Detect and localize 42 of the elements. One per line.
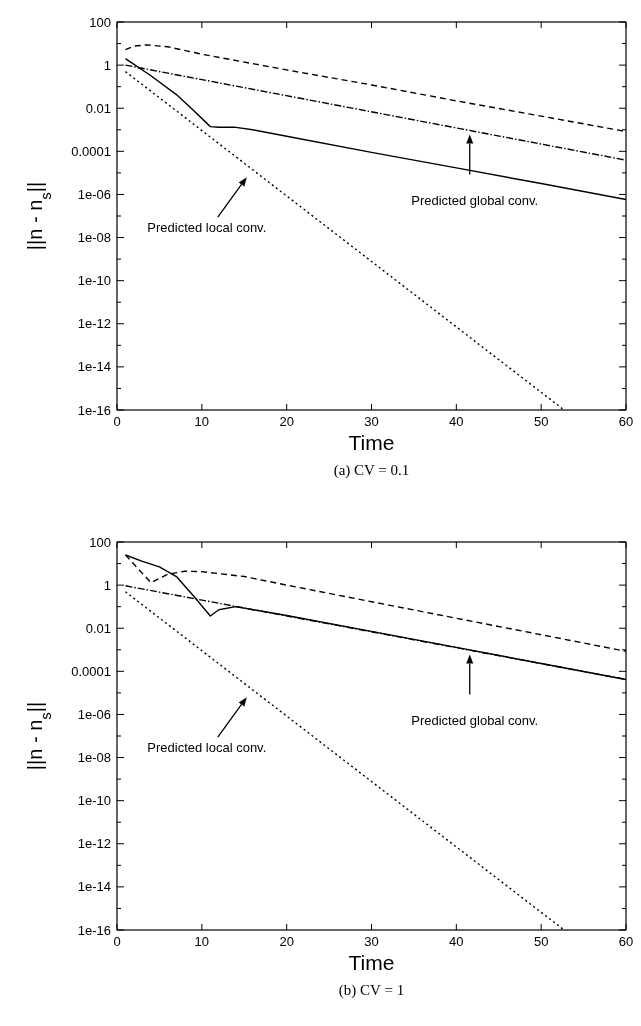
x-tick-label: 30 <box>364 414 379 429</box>
x-tick-label: 0 <box>113 414 121 429</box>
y-tick-label: 0.0001 <box>71 663 111 679</box>
y-tick-label: 1e-14 <box>77 359 111 375</box>
y-tick-label: 1e-14 <box>77 879 111 895</box>
y-tick-label: 0.0001 <box>71 143 111 159</box>
text: (b) CV = 1 <box>338 982 405 999</box>
y-tick-label: 1 <box>103 57 111 73</box>
x-tick-label: 50 <box>533 934 549 949</box>
y-tick-label: 1e-10 <box>77 273 111 289</box>
x-tick-label: 60 <box>618 414 634 429</box>
x-tick-label: 0 <box>113 934 121 949</box>
y-tick-label: 1e-10 <box>77 793 111 809</box>
x-tick-label: 30 <box>364 934 379 949</box>
annotation: Predicted global conv. <box>411 192 539 208</box>
y-tick-label: 100 <box>89 534 111 550</box>
x-axis-title: Time <box>348 431 395 454</box>
y-tick-label: 0.01 <box>85 620 111 636</box>
annotation: Predicted local conv. <box>147 740 267 756</box>
y-tick-label: 100 <box>89 14 111 30</box>
y-tick-label: 1e-06 <box>77 706 111 722</box>
x-tick-label: 50 <box>533 414 549 429</box>
annotation: Predicted local conv. <box>147 220 267 236</box>
y-tick-label: 1e-16 <box>77 922 111 938</box>
y-tick-label: 0.01 <box>85 100 111 116</box>
y-tick-label: 1 <box>103 577 111 593</box>
x-tick-label: 40 <box>449 414 464 429</box>
x-tick-label: 60 <box>618 934 634 949</box>
x-tick-label: 40 <box>449 934 464 949</box>
x-tick-label: 10 <box>194 414 210 429</box>
y-tick-label: 1e-08 <box>77 230 111 246</box>
y-tick-label: 1e-08 <box>77 750 111 766</box>
y-tick-label: 1e-12 <box>77 316 111 332</box>
y-tick-label: 1e-06 <box>77 186 111 202</box>
annotation: Predicted global conv. <box>411 712 539 728</box>
y-tick-label: 1e-16 <box>77 402 111 418</box>
y-tick-label: 1e-12 <box>77 836 111 852</box>
text: (a) CV = 0.1 <box>333 462 410 479</box>
x-tick-label: 10 <box>194 934 210 949</box>
x-tick-label: 20 <box>279 934 294 949</box>
x-tick-label: 20 <box>279 414 294 429</box>
x-axis-title: Time <box>348 951 395 974</box>
